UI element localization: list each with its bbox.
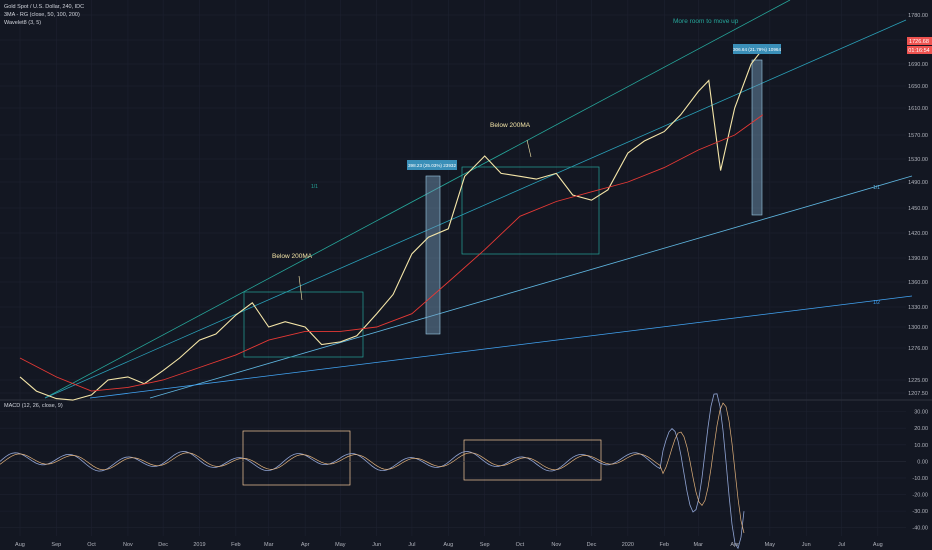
axes: 1207.50 1225.00 1276.00 1300.00 1330.00 1360.… (15, 13, 932, 548)
arrow-below-1 (298, 275, 303, 301)
y-tick-label-2: 1276.00 (908, 346, 928, 352)
y-tick-label-16: 1780.00 (908, 13, 928, 19)
y-tick-label-0: 1207.50 (908, 391, 928, 397)
macd-tick-label-7: -40.00 (912, 526, 928, 532)
macd-tick-label-0: 30.00 (914, 410, 928, 416)
countdown-value: 01:16:54 (908, 48, 929, 54)
macd-tick-label-5: -20.00 (912, 493, 928, 499)
x-tick-label-16: Dec (587, 542, 597, 548)
y-tick-label-7: 1420.00 (908, 231, 928, 237)
y-tick-label-9: 1490.00 (908, 180, 928, 186)
x-tick-label-9: May (335, 542, 346, 548)
x-tick-label-7: Mar (264, 542, 274, 548)
x-tick-label-23: Jul (838, 542, 845, 548)
x-tick-label-11: Jul (408, 542, 415, 548)
x-tick-label-19: Mar (694, 542, 704, 548)
x-tick-label-0: Aug (15, 542, 25, 548)
y-tick-label-3: 1300.00 (908, 325, 928, 331)
fan-line-mid (44, 19, 907, 399)
x-tick-label-14: Oct (516, 542, 525, 548)
series-line-1 (19, 114, 764, 392)
box-range-1 (243, 291, 364, 358)
arrow-below-2 (526, 139, 532, 158)
macd-legend: MACD (12, 26, close, 9) (4, 402, 63, 410)
annotation-below-2: Below 200MA (490, 122, 531, 129)
x-tick-label-8: Apr (301, 542, 310, 548)
last-price-tag (907, 36, 932, 45)
x-tick-label-18: Feb (660, 542, 669, 548)
y-tick-label-5: 1360.00 (908, 280, 928, 286)
grid (0, 0, 932, 536)
series-line-0 (19, 48, 764, 401)
annotation-room: More room to move up (673, 18, 739, 25)
x-tick-label-13: Sep (480, 542, 490, 548)
price-series (19, 48, 764, 401)
x-tick-label-1: Sep (51, 542, 61, 548)
fan-label-3: 1/2 (873, 300, 880, 306)
y-tick-label-10: 1530.00 (908, 157, 928, 163)
legend-ma: 3MA - RG (close, 50, 100, 200) (4, 12, 80, 18)
y-tick-label-13: 1650.00 (908, 84, 928, 90)
macd-tick-label-1: 20.00 (914, 426, 928, 432)
macd-tick-label-6: -30.00 (912, 509, 928, 515)
x-tick-label-6: Feb (231, 542, 240, 548)
x-tick-label-24: Aug (873, 542, 883, 548)
macd-tick-label-3: 0.00 (917, 459, 928, 465)
label-text-1: 398.23 (25.03%) 23932 (408, 163, 456, 168)
macd-line (0, 393, 745, 550)
last-price-value: 1726.68 (909, 39, 929, 45)
x-tick-label-17: 2020 (622, 542, 634, 548)
y-tick-label-8: 1450.00 (908, 206, 928, 212)
x-tick-label-5: 2019 (193, 542, 205, 548)
countdown-tag (907, 45, 932, 54)
measure-bar-1 (425, 175, 441, 335)
x-tick-label-22: Jun (802, 542, 811, 548)
legend-macd: MACD (12, 26, close, 9) (4, 403, 63, 409)
measure-bar-2 (751, 59, 763, 216)
x-tick-label-20: Apr (730, 542, 739, 548)
annotation-boxes (242, 59, 763, 486)
y-tick-label-4: 1330.00 (908, 305, 928, 311)
x-tick-label-15: Nov (551, 542, 561, 548)
y-tick-label-14: 1690.00 (908, 62, 928, 68)
fan-label-1: 1/1 (311, 184, 318, 190)
label-box-2 (733, 44, 781, 54)
fan-line-base (89, 295, 913, 399)
legend-extra: Wavelet8 (3, 5) (4, 20, 42, 26)
fan-label-2: 1/1 (873, 185, 880, 191)
annotation-below-1: Below 200MA (272, 253, 313, 260)
macd-box-2 (463, 439, 602, 481)
x-tick-label-2: Oct (87, 542, 96, 548)
label-text-2: 306.64 (21.79%) 10964 (733, 47, 781, 52)
fan-lines (44, 0, 913, 399)
y-tick-label-11: 1570.00 (908, 133, 928, 139)
signal-line (0, 402, 745, 534)
macd-tick-label-4: -10.00 (912, 476, 928, 482)
fan-line-upper (44, 0, 791, 399)
fan-line-lower (149, 175, 913, 399)
x-tick-label-12: Aug (443, 542, 453, 548)
y-tick-label-1: 1225.00 (908, 378, 928, 384)
legend-title: Gold Spot / U.S. Dollar, 240, IDC (4, 4, 85, 10)
x-tick-label-10: Jun (372, 542, 381, 548)
macd-pane (0, 393, 906, 550)
x-tick-label-3: Nov (123, 542, 133, 548)
chart-legend: Gold Spot / U.S. Dollar, 240, IDC 3MA - … (4, 3, 84, 27)
annotations: More room to move up Below 200MA Below 200… (272, 18, 880, 306)
x-tick-label-21: May (765, 542, 776, 548)
macd-tick-label-2: 10.00 (914, 443, 928, 449)
box-range-2 (461, 166, 600, 255)
label-box-1 (407, 160, 457, 170)
y-tick-label-12: 1610.00 (908, 106, 928, 112)
y-tick-label-6: 1390.00 (908, 256, 928, 262)
macd-box-1 (242, 430, 351, 486)
x-tick-label-4: Dec (158, 542, 168, 548)
